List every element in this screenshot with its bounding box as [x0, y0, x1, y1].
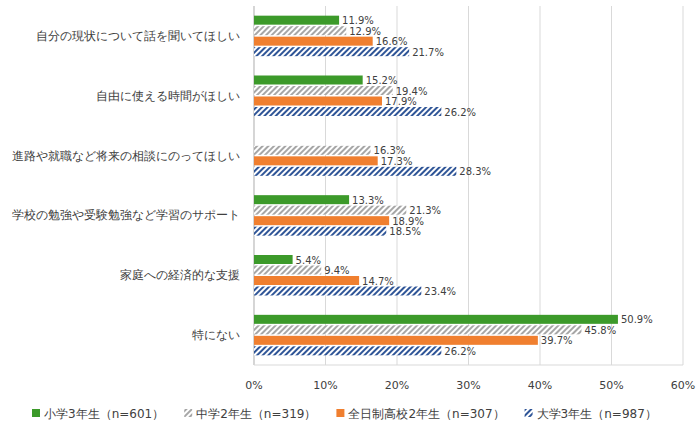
grid-line [611, 6, 612, 365]
category-label: 自由に使える時間がほしい [96, 89, 240, 103]
data-label: 50.9% [621, 314, 653, 325]
bar [254, 216, 389, 225]
grid-line [325, 6, 326, 365]
data-label: 21.3% [409, 205, 441, 216]
legend-label: 中学2年生（n=319） [196, 407, 316, 421]
grid-line [540, 6, 541, 365]
bar [254, 146, 371, 155]
bar [254, 206, 406, 215]
bar [254, 227, 386, 236]
bar [254, 346, 441, 355]
data-label: 11.9% [342, 15, 374, 26]
data-label: 9.4% [324, 265, 349, 276]
tick-label: 40% [528, 379, 552, 392]
category-label: 特にない [192, 328, 240, 342]
legend-swatch [336, 409, 344, 417]
legend-label: 全日制高校2年生（n=307） [348, 407, 504, 421]
bar [254, 86, 393, 95]
grid-line [468, 6, 469, 365]
tick-label: 60% [671, 379, 695, 392]
tick-label: 0% [245, 379, 262, 392]
legend: 小学3年生（n=601） 中学2年生（n=319） 全日制高校2年生（n=307） 大… [32, 407, 657, 421]
data-labels: 11.9% 15.2% 13.3% 5.4% 50.9% 12.9% 19.4% 16.3% 2… [296, 15, 653, 357]
category-label: 学校の勉強や受験勉強など学習のサポート [12, 208, 240, 222]
category-label: 自分の現状について話を聞いてほしい [36, 29, 240, 43]
data-label: 26.2% [444, 107, 476, 118]
bar [254, 37, 373, 46]
bar [254, 336, 538, 345]
axis-line [254, 365, 683, 366]
data-label: 14.7% [362, 276, 394, 287]
grid-line [397, 6, 398, 365]
legend-label: 大学3年生（n=987） [537, 407, 657, 421]
data-label: 5.4% [296, 255, 321, 266]
bar [254, 76, 363, 85]
legend-swatch [525, 409, 533, 417]
bar [254, 47, 409, 56]
bar [254, 107, 441, 116]
bar [254, 97, 382, 106]
tick-label: 20% [385, 379, 409, 392]
bars [254, 16, 618, 356]
data-label: 28.3% [459, 166, 491, 177]
data-label: 23.4% [424, 286, 456, 297]
tick-label: 30% [456, 379, 480, 392]
legend-label: 小学3年生（n=601） [44, 407, 164, 421]
data-label: 45.8% [584, 325, 616, 336]
bar [254, 255, 293, 264]
category-label: 家庭への経済的な支援 [120, 268, 240, 282]
bar [254, 287, 421, 296]
bar [254, 16, 339, 25]
data-label: 12.9% [349, 26, 381, 37]
bar [254, 167, 456, 176]
data-label: 18.5% [389, 226, 421, 237]
bar [254, 315, 618, 324]
bar [254, 195, 349, 204]
axis-line [254, 6, 255, 365]
bar [254, 325, 581, 334]
data-label: 19.4% [396, 86, 428, 97]
data-label: 39.7% [541, 335, 573, 346]
grid-line [683, 6, 684, 365]
tick-label: 50% [599, 379, 623, 392]
data-label: 16.6% [376, 36, 408, 47]
data-label: 26.2% [444, 346, 476, 357]
bar [254, 276, 359, 285]
tick-label: 10% [313, 379, 337, 392]
data-label: 16.3% [374, 145, 406, 156]
bar [254, 26, 346, 35]
data-label: 17.3% [381, 156, 413, 167]
grid-line [254, 6, 255, 365]
legend-swatch [184, 409, 192, 417]
bar [254, 266, 321, 275]
data-label: 18.9% [392, 216, 424, 227]
chart: 0% 10% 20% 30% 40% 50% 60% 自分の現状について話を聞いてほしい自由に… [0, 0, 700, 431]
data-label: 21.7% [412, 47, 444, 58]
legend-swatch [32, 409, 40, 417]
data-label: 17.9% [385, 96, 417, 107]
data-label: 15.2% [366, 75, 398, 86]
data-label: 13.3% [352, 195, 384, 206]
category-label: 進路や就職など将来の相談にのってほしい [12, 149, 240, 163]
bar [254, 156, 378, 165]
